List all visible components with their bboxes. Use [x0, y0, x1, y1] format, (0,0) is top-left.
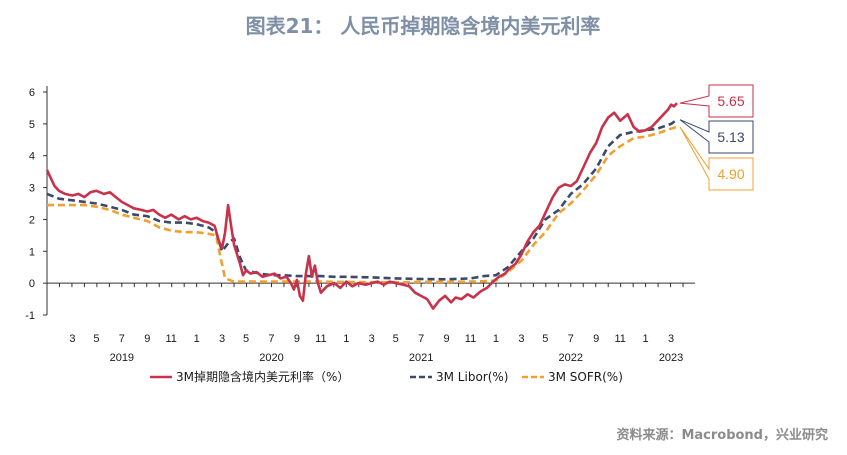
x-tick-label: 9 [144, 333, 150, 345]
callout-value: 4.90 [717, 166, 744, 182]
legend-label: 3M掉期隐含境内美元利率（%） [176, 369, 349, 384]
legend: 3M掉期隐含境内美元利率（%） 3M Libor(%) 3M SOFR(%) [150, 369, 623, 384]
x-tick-label: 1 [343, 333, 349, 345]
x-tick-label: 3 [369, 333, 375, 345]
y-tick-label: 4 [29, 151, 35, 163]
x-tick-label: 5 [393, 333, 399, 345]
callout-box [679, 126, 754, 191]
series-lines [45, 102, 678, 310]
x-tick-label: 5 [93, 333, 99, 345]
year-label: 2019 [110, 352, 134, 364]
chart-title: 图表21： 人民币掉期隐含境内美元利率 [246, 14, 601, 38]
callout-value: 5.65 [717, 93, 744, 109]
x-tick-label: 3 [69, 333, 75, 345]
x-tick-label: 11 [614, 333, 625, 345]
x-tick-label: 7 [119, 333, 125, 345]
x-tick-label: 9 [294, 333, 300, 345]
y-tick-label: 2 [29, 214, 35, 226]
source-note: 资料来源：Macrobond，兴业研究 [616, 427, 828, 443]
x-tick-label: 9 [444, 333, 450, 345]
year-label: 2021 [409, 352, 433, 364]
value-callouts: 5.65 5.13 4.90 [679, 84, 754, 191]
x-tick-label: 7 [418, 333, 424, 345]
y-tick-label: -1 [25, 310, 35, 322]
x-tick-label: 1 [493, 333, 499, 345]
year-label: 2022 [559, 352, 583, 364]
legend-label: 3M SOFR(%) [548, 370, 623, 384]
year-label: 2020 [259, 352, 283, 364]
x-tick-label: 11 [166, 333, 177, 345]
y-tick-label: 6 [29, 87, 35, 99]
x-tick-label: 5 [243, 333, 249, 345]
x-tick-label: 7 [268, 333, 274, 345]
series-line-2 [47, 125, 678, 284]
x-tick-label: 9 [593, 333, 599, 345]
x-tick-label: 7 [568, 333, 574, 345]
legend-label: 3M Libor(%) [436, 370, 508, 384]
x-tick-label: 3 [518, 333, 524, 345]
x-tick-label: 5 [542, 333, 548, 345]
series-line-0 [45, 102, 678, 310]
y-tick-label: 5 [29, 119, 35, 131]
callout-box [679, 119, 754, 154]
y-tick-label: 0 [29, 278, 35, 290]
x-tick-label: 1 [194, 333, 200, 345]
y-tick-label: 3 [29, 183, 35, 195]
x-tick-label: 11 [465, 333, 476, 345]
callout-box [679, 84, 754, 118]
series-line-1 [46, 118, 678, 281]
x-tick-label: 11 [315, 333, 326, 345]
x-tick-label: 3 [219, 333, 225, 345]
x-tick-label: 1 [643, 333, 649, 345]
callout-value: 5.13 [717, 129, 744, 145]
x-tick-label: 3 [668, 333, 674, 345]
y-tick-label: 1 [29, 246, 35, 258]
year-label: 2023 [659, 352, 683, 364]
